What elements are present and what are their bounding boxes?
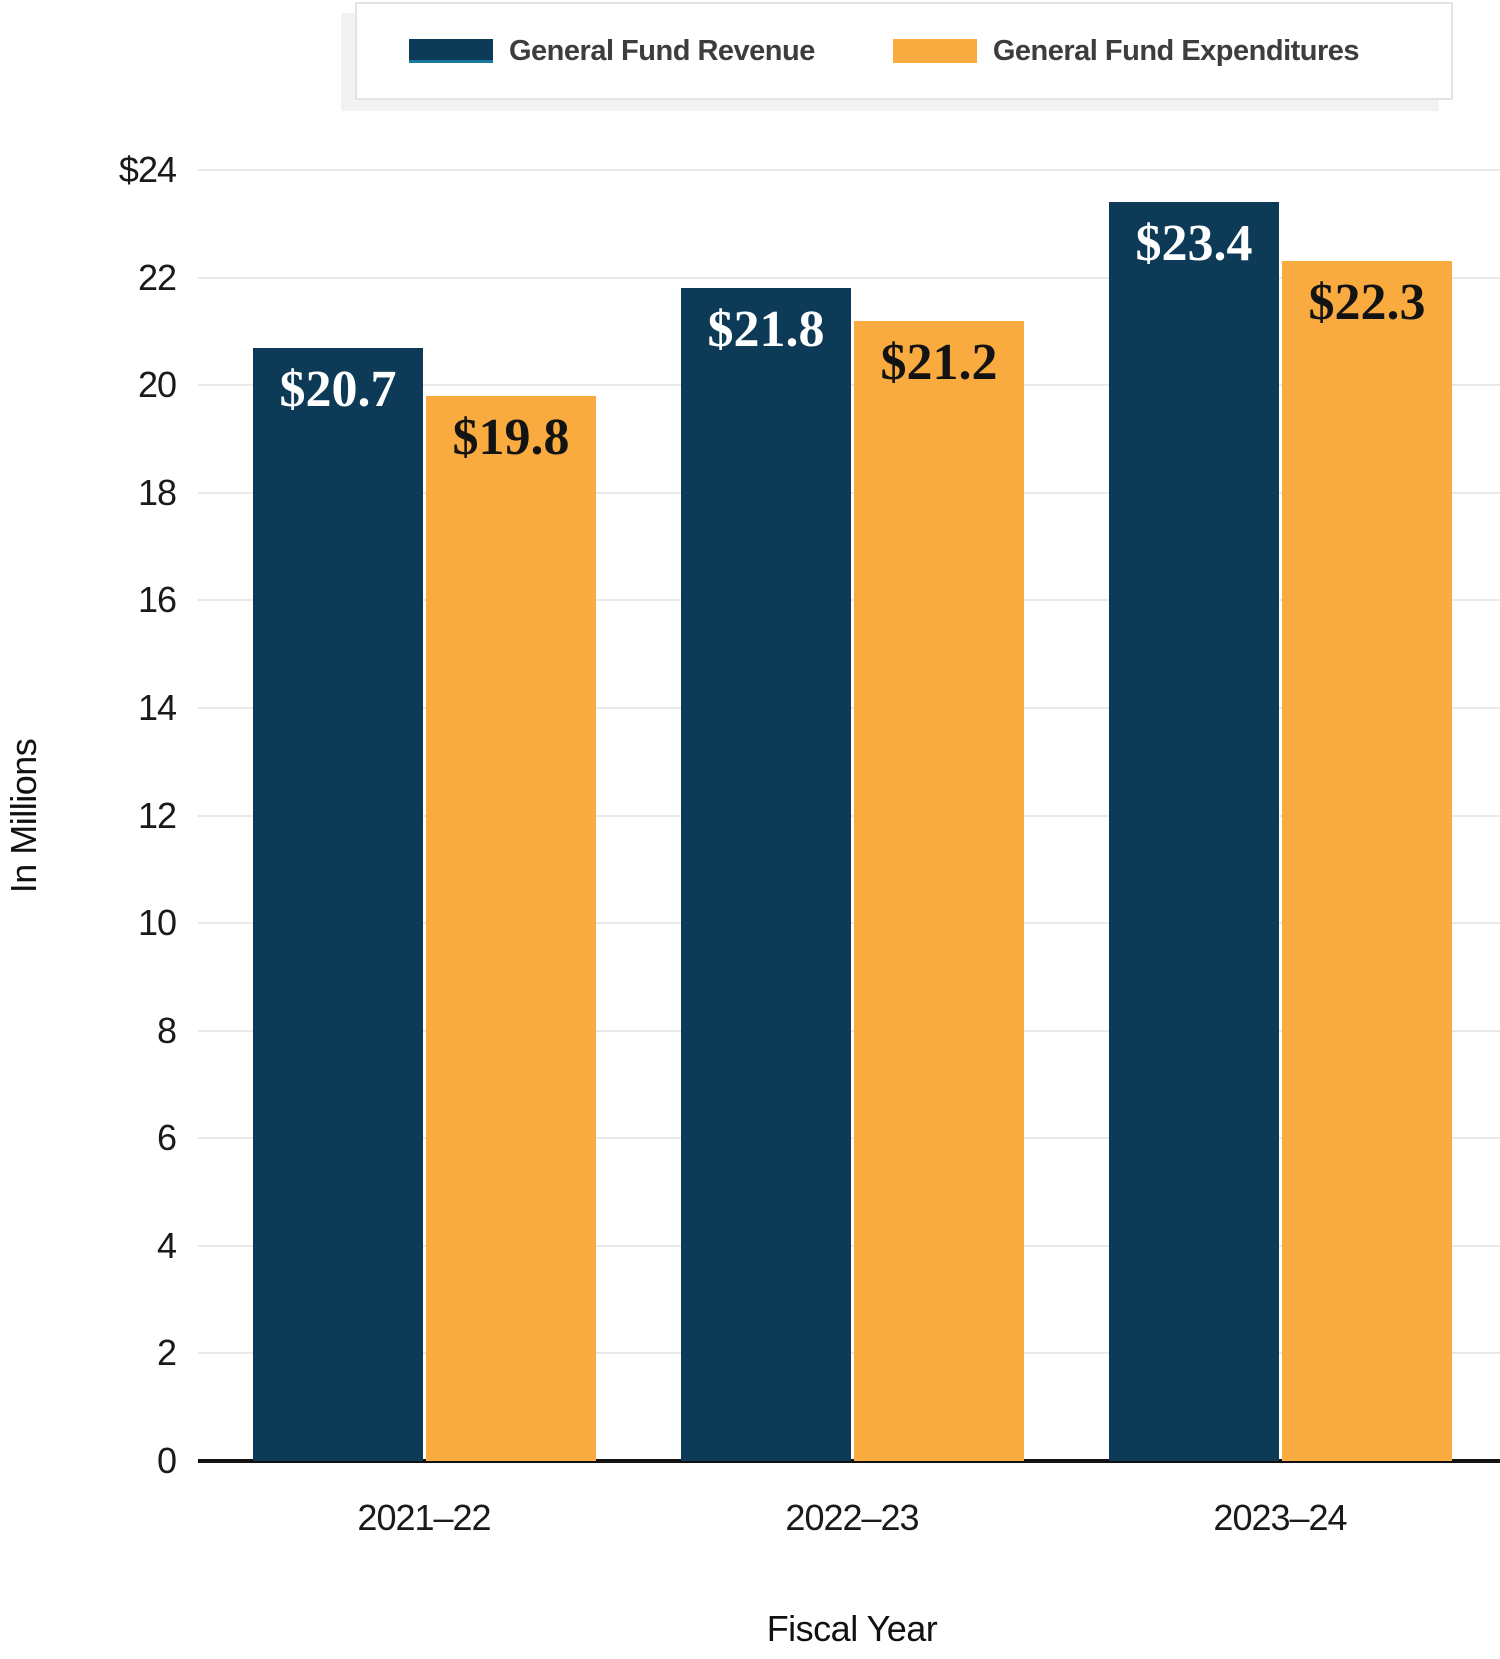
bar-expenditures-2022–23: $21.2	[854, 320, 1024, 1461]
legend-label-expenditures: General Fund Expenditures	[992, 34, 1360, 67]
legend-swatch-expenditures	[892, 39, 977, 63]
y-tick-label-10: 10	[137, 902, 177, 944]
y-tick-label-20: 20	[137, 364, 177, 406]
gridline-y-24	[198, 169, 1500, 171]
bar-revenue-2021–22: $20.7	[253, 347, 423, 1461]
y-tick-label-4: 4	[156, 1224, 177, 1266]
gridline-y-22	[198, 276, 1500, 279]
bar-value-label: $23.4	[1135, 215, 1253, 273]
bar-value-label: $21.8	[707, 301, 825, 359]
legend-item-expenditures: General Fund Expenditures	[892, 34, 1360, 68]
legend: General Fund Revenue General Fund Expend…	[355, 2, 1453, 100]
legend-item-revenue: General Fund Revenue	[409, 35, 815, 68]
y-tick-label-12: 12	[137, 794, 177, 836]
bar-value-label: $19.8	[452, 408, 570, 466]
y-tick-label-18: 18	[137, 471, 177, 513]
y-tick-label-2: 2	[156, 1332, 177, 1374]
bar-revenue-2023–24: $23.4	[1109, 202, 1279, 1461]
x-axis-title: Fiscal Year	[766, 1608, 938, 1649]
y-tick-label-6: 6	[156, 1117, 177, 1159]
bar-expenditures-2021–22: $19.8	[426, 395, 596, 1461]
y-tick-label-16: 16	[137, 579, 177, 621]
x-tick-label-2023–24: 2023–24	[1213, 1497, 1347, 1538]
x-axis-line	[198, 1459, 1500, 1463]
x-tick-label-2022–23: 2022–23	[785, 1497, 919, 1538]
bar-expenditures-2023–24: $22.3	[1282, 261, 1452, 1461]
y-tick-label-0: 0	[156, 1440, 177, 1481]
legend-label-revenue: General Fund Revenue	[509, 34, 815, 67]
bar-value-label: $21.2	[880, 333, 998, 391]
bar-value-label: $22.3	[1308, 274, 1426, 332]
bar-value-label: $20.7	[279, 360, 397, 418]
y-tick-label-22: 22	[137, 256, 177, 298]
legend-swatch-revenue	[409, 39, 493, 63]
y-tick-label-8: 8	[156, 1009, 177, 1051]
bar-revenue-2022–23: $21.8	[681, 288, 851, 1461]
y-tick-label-14: 14	[137, 686, 177, 728]
y-tick-label-24: $24	[118, 149, 177, 190]
x-tick-label-2021–22: 2021–22	[357, 1497, 491, 1538]
